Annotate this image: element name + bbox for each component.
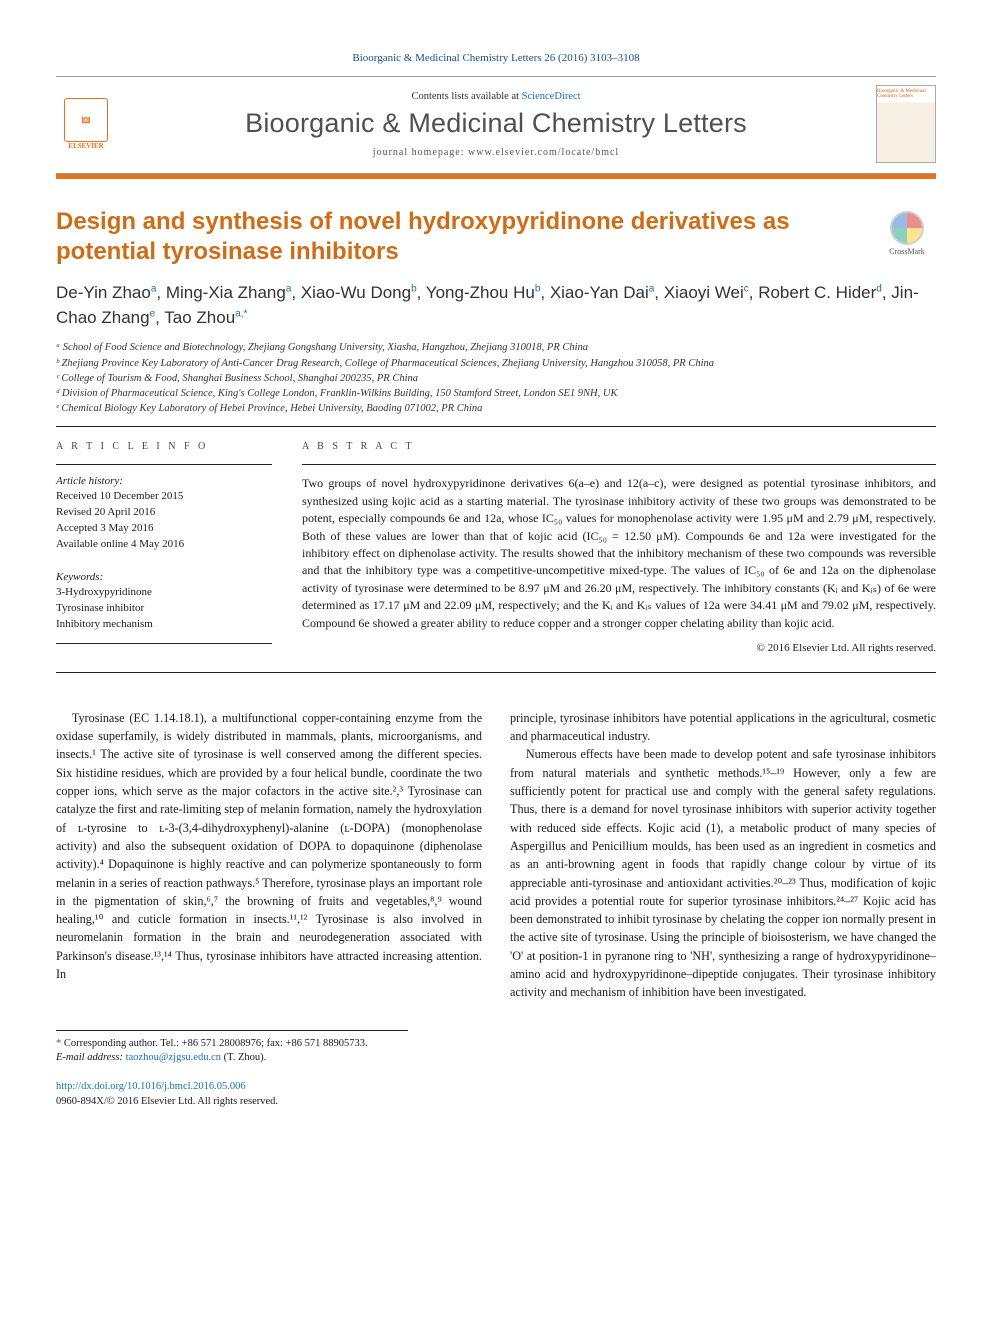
abstract-copyright: © 2016 Elsevier Ltd. All rights reserved… bbox=[302, 642, 936, 654]
affiliation: ᵈ Division of Pharmaceutical Science, Ki… bbox=[56, 386, 936, 401]
affiliation: ᵃ School of Food Science and Biotechnolo… bbox=[56, 340, 936, 355]
sciencedirect-link[interactable]: ScienceDirect bbox=[522, 91, 581, 102]
keyword: Inhibitory mechanism bbox=[56, 617, 272, 633]
article-body: Tyrosinase (EC 1.14.18.1), a multifuncti… bbox=[56, 709, 936, 1002]
affiliation: ᵉ Chemical Biology Key Laboratory of Heb… bbox=[56, 401, 936, 416]
abstract-heading: A B S T R A C T bbox=[302, 441, 936, 452]
contents-prefix: Contents lists available at bbox=[411, 91, 521, 102]
journal-cover-thumb: Bioorganic & Medicinal Chemistry Letters bbox=[876, 85, 936, 163]
article-info-heading: A R T I C L E I N F O bbox=[56, 441, 272, 452]
body-paragraph: Tyrosinase (EC 1.14.18.1), a multifuncti… bbox=[56, 709, 482, 983]
email-attribution: (T. Zhou). bbox=[224, 1052, 267, 1063]
homepage-url[interactable]: www.elsevier.com/locate/bmcl bbox=[468, 147, 619, 158]
article-title: Design and synthesis of novel hydroxypyr… bbox=[56, 207, 816, 267]
history-item: Received 10 December 2015 bbox=[56, 489, 272, 505]
abstract-text: Two groups of novel hydroxypyridinone de… bbox=[302, 475, 936, 632]
abstract-box: A B S T R A C T Two groups of novel hydr… bbox=[302, 441, 936, 654]
issn-copyright: 0960-894X/© 2016 Elsevier Ltd. All right… bbox=[56, 1095, 936, 1110]
article-info-box: A R T I C L E I N F O Article history: R… bbox=[56, 441, 272, 654]
affiliations: ᵃ School of Food Science and Biotechnolo… bbox=[56, 340, 936, 416]
body-paragraph: principle, tyrosinase inhibitors have po… bbox=[510, 709, 936, 746]
body-paragraph: Numerous effects have been made to devel… bbox=[510, 745, 936, 1001]
history-item: Revised 20 April 2016 bbox=[56, 505, 272, 521]
history-item: Accepted 3 May 2016 bbox=[56, 521, 272, 537]
elsevier-logo: 🜲 ELSEVIER bbox=[56, 91, 116, 157]
email-link[interactable]: taozhou@zjgsu.edu.cn bbox=[126, 1052, 221, 1063]
affiliation: ᶜ College of Tourism & Food, Shanghai Bu… bbox=[56, 371, 936, 386]
contents-available: Contents lists available at ScienceDirec… bbox=[130, 91, 862, 102]
email-label: E-mail address: bbox=[56, 1052, 123, 1063]
history-label: Article history: bbox=[56, 475, 272, 487]
footnotes: * Corresponding author. Tel.: +86 571 28… bbox=[56, 1030, 408, 1066]
history-item: Available online 4 May 2016 bbox=[56, 537, 272, 553]
keyword: 3-Hydroxypyridinone bbox=[56, 585, 272, 601]
author-list: De-Yin Zhaoa, Ming-Xia Zhanga, Xiao-Wu D… bbox=[56, 281, 936, 330]
journal-header: 🜲 ELSEVIER Contents lists available at S… bbox=[56, 76, 936, 174]
journal-homepage: journal homepage: www.elsevier.com/locat… bbox=[130, 147, 862, 158]
citation-line: Bioorganic & Medicinal Chemistry Letters… bbox=[56, 52, 936, 64]
doi-link[interactable]: http://dx.doi.org/10.1016/j.bmcl.2016.05… bbox=[56, 1081, 246, 1092]
article-footer: http://dx.doi.org/10.1016/j.bmcl.2016.05… bbox=[56, 1080, 936, 1109]
accent-bar bbox=[56, 174, 936, 179]
crossmark-icon bbox=[890, 211, 924, 245]
crossmark-label: CrossMark bbox=[889, 247, 925, 256]
affiliation: ᵇ Zhejiang Province Key Laboratory of An… bbox=[56, 356, 936, 371]
publisher-name: ELSEVIER bbox=[68, 142, 103, 150]
keyword: Tyrosinase inhibitor bbox=[56, 601, 272, 617]
journal-name: Bioorganic & Medicinal Chemistry Letters bbox=[130, 108, 862, 139]
keywords-label: Keywords: bbox=[56, 571, 272, 583]
tree-icon: 🜲 bbox=[64, 98, 108, 142]
corresponding-author: * Corresponding author. Tel.: +86 571 28… bbox=[56, 1037, 408, 1052]
crossmark-badge[interactable]: CrossMark bbox=[878, 211, 936, 256]
corresponding-email: E-mail address: taozhou@zjgsu.edu.cn (T.… bbox=[56, 1051, 408, 1066]
